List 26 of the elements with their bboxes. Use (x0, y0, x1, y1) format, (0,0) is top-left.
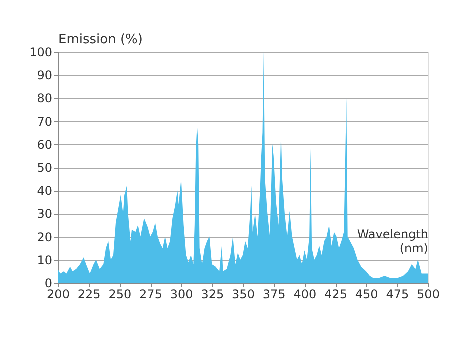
x-tick-label: 300 (170, 288, 194, 302)
y-tick-label: 60 (37, 138, 52, 152)
x-tick-label: 225 (78, 288, 101, 302)
y-tick-label: 100 (30, 46, 52, 60)
x-tick-label: 250 (108, 288, 132, 302)
y-tick-label: 10 (37, 253, 52, 268)
y-tick-label: 30 (37, 207, 52, 222)
x-tick-label: 325 (201, 288, 224, 302)
x-axis-title: Wavelength (nm) (357, 228, 428, 256)
y-tick-label: 90 (37, 68, 52, 83)
x-tick-label: 350 (232, 288, 255, 302)
y-tick-label: 20 (37, 230, 52, 244)
x-tick-label: 275 (140, 288, 162, 302)
x-tick-label: 200 (47, 288, 70, 302)
y-tick-label: 80 (37, 92, 52, 106)
x-tick-label: 425 (324, 288, 348, 302)
y-axis-title: Emission (%) (58, 32, 143, 48)
x-tick-label: 500 (417, 288, 440, 302)
x-tick-label: 475 (386, 288, 410, 302)
x-tick-label: 450 (355, 288, 378, 302)
y-tick-label: 50 (37, 161, 52, 175)
x-tick-label: 400 (294, 288, 317, 302)
x-tick-label: 375 (262, 288, 286, 302)
y-tick-label: 40 (37, 184, 52, 198)
y-tick-label: 0 (44, 276, 52, 290)
y-tick-label: 70 (37, 114, 52, 129)
